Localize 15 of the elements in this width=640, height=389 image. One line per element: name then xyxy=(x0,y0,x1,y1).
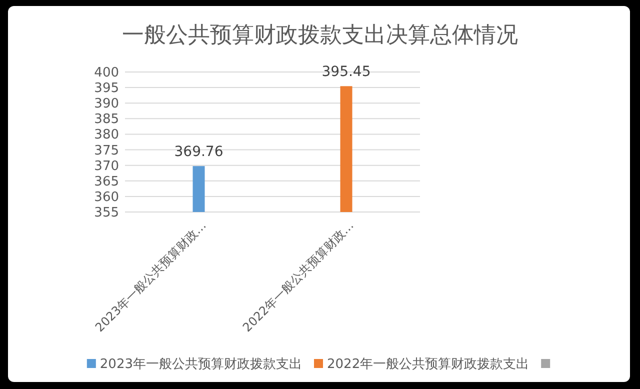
data-label: 369.76 xyxy=(174,144,224,160)
y-tick-label: 355 xyxy=(94,206,119,220)
y-tick-label: 395 xyxy=(94,81,119,96)
legend-label: 2022年一般公共预算财政拨款支出 xyxy=(327,357,530,372)
y-tick-label: 385 xyxy=(94,112,119,128)
y-tick-label: 390 xyxy=(94,96,119,112)
y-tick-label: 375 xyxy=(94,143,119,158)
y-tick-label: 400 xyxy=(94,66,119,80)
legend-label: 2023年一般公共预算财政拨款支出 xyxy=(100,357,302,372)
y-tick-label: 360 xyxy=(94,190,119,205)
y-tick-label: 365 xyxy=(94,174,119,190)
chart-title: 一般公共预算财政拨款支出决算总体情况 xyxy=(122,23,518,48)
y-tick-label: 370 xyxy=(94,158,119,174)
y-tick-label: 380 xyxy=(94,128,119,143)
data-label: 395.45 xyxy=(322,64,371,80)
